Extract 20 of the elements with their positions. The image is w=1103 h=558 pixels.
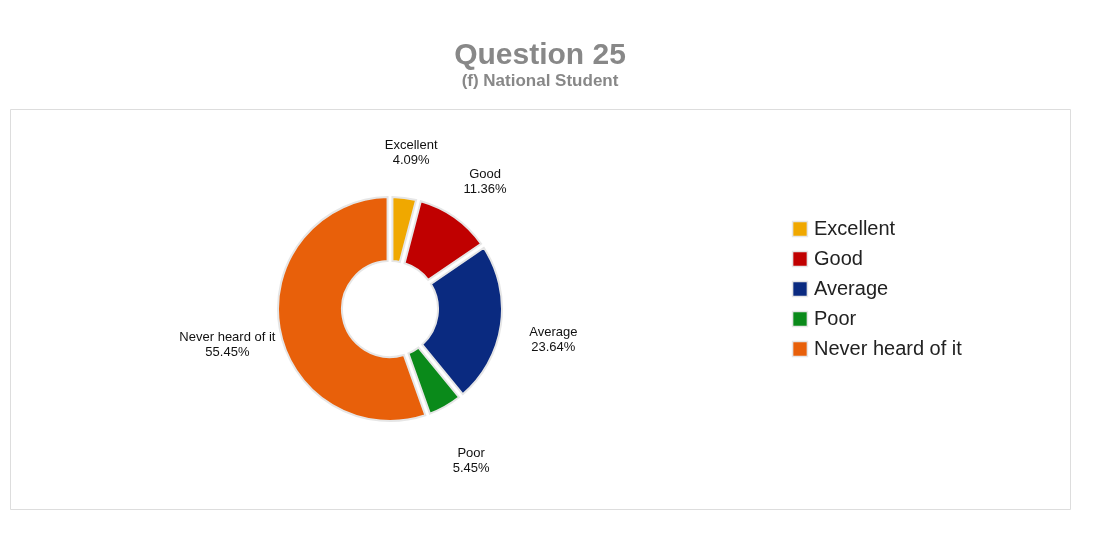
data-label: 23.64% xyxy=(531,339,576,355)
donut-slice xyxy=(421,246,503,396)
slice-label: Good xyxy=(469,166,501,182)
data-label: 11.36% xyxy=(463,181,508,197)
slice-label: Average xyxy=(529,324,578,340)
slice-label: Never heard of it xyxy=(179,329,276,345)
legend-label: Good xyxy=(814,247,863,269)
data-label: 55.45% xyxy=(205,344,250,360)
slice-label: Poor xyxy=(457,444,486,460)
legend-label: Excellent xyxy=(814,217,896,239)
slice-label: Excellent xyxy=(384,137,438,153)
chart-subtitle: (f) National Student xyxy=(461,71,619,90)
chart-title: Question 25 xyxy=(454,37,626,70)
data-label: 5.45% xyxy=(452,459,490,475)
donut-slice xyxy=(407,346,460,415)
data-label: 4.09% xyxy=(392,152,431,168)
legend-label: Never heard of it xyxy=(814,337,963,359)
legend-label: Poor xyxy=(814,307,857,329)
legend-label: Average xyxy=(814,277,889,299)
donut-slice xyxy=(403,200,483,281)
